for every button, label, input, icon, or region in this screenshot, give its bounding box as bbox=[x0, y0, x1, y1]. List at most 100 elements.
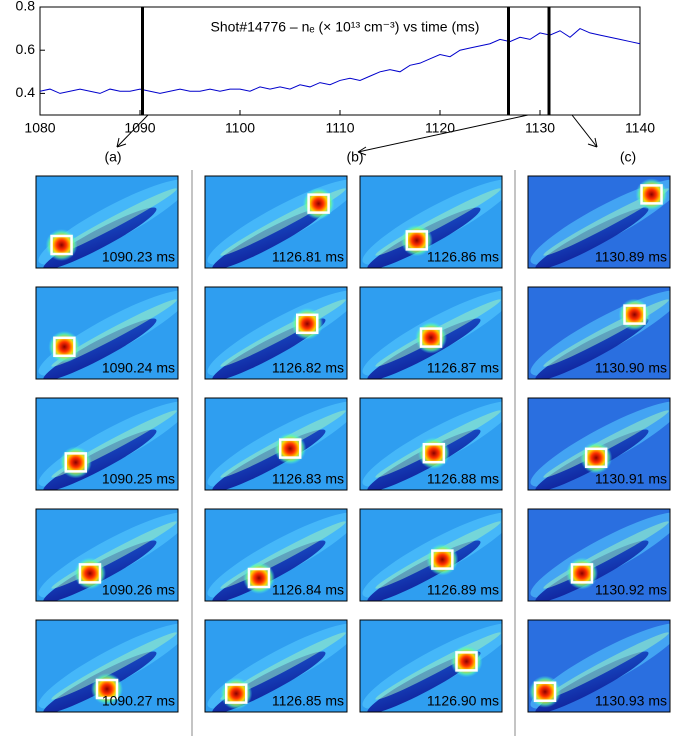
x-tick-label: 1120 bbox=[425, 120, 455, 136]
panel-bright bbox=[51, 299, 177, 367]
panel-image bbox=[36, 620, 178, 712]
x-tick-label: 1100 bbox=[225, 120, 255, 136]
panel-dark bbox=[535, 207, 649, 268]
panel-frame bbox=[204, 619, 348, 713]
panel-box bbox=[247, 567, 271, 589]
panel-time-label: 1090.26 ms bbox=[102, 582, 175, 598]
panel-time-label: 1126.85 ms bbox=[272, 693, 344, 709]
panel-time-label: 1126.86 ms bbox=[427, 249, 499, 265]
x-tick-label: 1090 bbox=[124, 120, 155, 136]
panel-image bbox=[360, 176, 502, 268]
panel-group-label: (c) bbox=[620, 149, 636, 165]
panel-bright bbox=[51, 188, 177, 256]
panel-image bbox=[205, 287, 347, 379]
panel-image bbox=[528, 176, 670, 268]
panel-frame bbox=[359, 397, 503, 491]
panel-time-label: 1130.90 ms bbox=[595, 360, 667, 376]
panel-time-label: 1130.91 ms bbox=[595, 471, 667, 487]
x-tick-label: 1140 bbox=[625, 120, 655, 136]
panel-image bbox=[360, 287, 502, 379]
panel-image bbox=[205, 620, 347, 712]
panel-time-label: 1130.93 ms bbox=[595, 693, 667, 709]
x-tick-label: 1130 bbox=[525, 120, 555, 136]
panel-box bbox=[95, 678, 119, 700]
panel-image bbox=[528, 287, 670, 379]
panel-image bbox=[360, 620, 502, 712]
panel-image bbox=[36, 176, 178, 268]
panel-box bbox=[570, 563, 594, 584]
panel-image bbox=[205, 509, 347, 601]
y-tick-label: 0.8 bbox=[16, 0, 36, 14]
panel-box bbox=[224, 683, 248, 704]
panel-image bbox=[36, 398, 178, 490]
panel-image bbox=[528, 509, 670, 601]
y-tick-label: 0.4 bbox=[16, 84, 36, 100]
panel-image bbox=[36, 509, 178, 601]
panel-frame bbox=[35, 619, 179, 713]
panel-frame bbox=[35, 286, 179, 380]
panel-time-label: 1126.83 ms bbox=[272, 471, 344, 487]
panel-frame bbox=[359, 175, 503, 269]
panel-time-label: 1126.81 ms bbox=[272, 249, 344, 265]
panel-box bbox=[584, 447, 608, 469]
panel-dark bbox=[43, 318, 157, 379]
panel-dark bbox=[212, 207, 326, 268]
panel-time-label: 1130.89 ms bbox=[595, 249, 667, 265]
panel-image bbox=[36, 287, 178, 379]
panel-frame bbox=[35, 175, 179, 269]
panel-box bbox=[623, 304, 646, 325]
panel-box bbox=[640, 184, 663, 205]
panel-frame bbox=[527, 286, 671, 380]
panel-time-label: 1126.89 ms bbox=[427, 582, 499, 598]
chart-title: Shot#14776 – nₑ (× 10¹³ cm⁻³) vs time (m… bbox=[211, 19, 480, 35]
panel-box bbox=[278, 438, 302, 459]
panel-bright bbox=[543, 188, 669, 256]
x-tick-label: 1080 bbox=[24, 120, 55, 136]
panel-box bbox=[295, 313, 319, 335]
panel-frame bbox=[359, 619, 503, 713]
panel-time-label: 1126.88 ms bbox=[427, 471, 499, 487]
panel-box bbox=[78, 563, 102, 584]
panel-dark bbox=[535, 318, 649, 379]
panel-time-label: 1090.27 ms bbox=[102, 693, 175, 709]
panel-dark bbox=[535, 651, 649, 712]
panel-box bbox=[533, 681, 557, 703]
panel-frame bbox=[204, 508, 348, 602]
panel-image bbox=[360, 398, 502, 490]
panel-box bbox=[405, 230, 429, 251]
panel-box bbox=[53, 336, 76, 358]
panel-frame bbox=[527, 619, 671, 713]
panel-box bbox=[64, 452, 88, 473]
panel-image bbox=[528, 620, 670, 712]
panel-frame bbox=[527, 175, 671, 269]
panel-box bbox=[50, 234, 73, 256]
panel-group-label: (a) bbox=[104, 149, 121, 165]
panel-time-label: 1090.25 ms bbox=[102, 471, 175, 487]
panel-time-label: 1126.82 ms bbox=[272, 360, 344, 376]
panel-image bbox=[205, 398, 347, 490]
panel-time-label: 1090.24 ms bbox=[102, 360, 175, 376]
panel-image bbox=[205, 176, 347, 268]
panel-group-label: (b) bbox=[346, 149, 363, 165]
y-tick-label: 0.6 bbox=[16, 41, 36, 57]
panel-bright bbox=[543, 410, 669, 478]
panel-bright bbox=[543, 632, 669, 700]
panel-frame bbox=[35, 397, 179, 491]
arrows bbox=[116, 114, 598, 156]
panel-frame bbox=[527, 508, 671, 602]
x-tick-label: 1110 bbox=[325, 120, 354, 136]
panel-box bbox=[419, 327, 443, 348]
panel-frame bbox=[35, 508, 179, 602]
panel-time-label: 1126.84 ms bbox=[272, 582, 344, 598]
panel-frame bbox=[359, 286, 503, 380]
panel-frame bbox=[204, 397, 348, 491]
panel-image bbox=[360, 509, 502, 601]
panel-time-label: 1130.92 ms bbox=[595, 582, 667, 598]
panel-box bbox=[307, 193, 330, 214]
data-line bbox=[39, 28, 641, 94]
panel-time-label: 1126.90 ms bbox=[427, 693, 499, 709]
panel-box bbox=[431, 549, 454, 570]
panel-time-label: 1090.23 ms bbox=[102, 249, 175, 265]
panel-bright bbox=[220, 632, 346, 700]
